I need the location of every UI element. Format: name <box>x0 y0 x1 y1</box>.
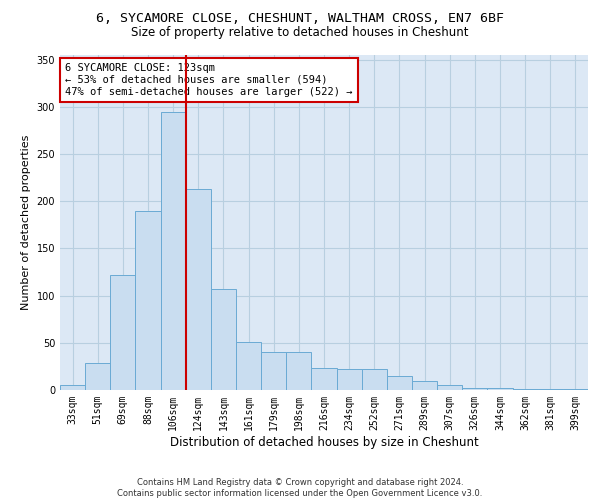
Bar <box>412 380 437 390</box>
Bar <box>85 362 110 390</box>
Text: Contains HM Land Registry data © Crown copyright and database right 2024.
Contai: Contains HM Land Registry data © Crown c… <box>118 478 482 498</box>
Bar <box>261 352 286 390</box>
Bar <box>337 369 362 390</box>
Bar <box>512 389 538 390</box>
Bar <box>487 388 512 390</box>
Bar <box>437 386 462 390</box>
Bar <box>311 368 337 390</box>
Bar <box>362 369 387 390</box>
Bar <box>186 189 211 390</box>
Bar <box>110 275 136 390</box>
Bar <box>462 388 487 390</box>
Bar <box>161 112 186 390</box>
Text: 6, SYCAMORE CLOSE, CHESHUNT, WALTHAM CROSS, EN7 6BF: 6, SYCAMORE CLOSE, CHESHUNT, WALTHAM CRO… <box>96 12 504 26</box>
Bar <box>387 376 412 390</box>
Bar <box>236 342 261 390</box>
Bar <box>211 289 236 390</box>
Bar <box>563 389 588 390</box>
X-axis label: Distribution of detached houses by size in Cheshunt: Distribution of detached houses by size … <box>170 436 478 448</box>
Bar <box>60 386 85 390</box>
Bar <box>538 389 563 390</box>
Text: 6 SYCAMORE CLOSE: 123sqm
← 53% of detached houses are smaller (594)
47% of semi-: 6 SYCAMORE CLOSE: 123sqm ← 53% of detach… <box>65 64 353 96</box>
Y-axis label: Number of detached properties: Number of detached properties <box>21 135 31 310</box>
Bar <box>286 352 311 390</box>
Bar <box>136 210 161 390</box>
Text: Size of property relative to detached houses in Cheshunt: Size of property relative to detached ho… <box>131 26 469 39</box>
